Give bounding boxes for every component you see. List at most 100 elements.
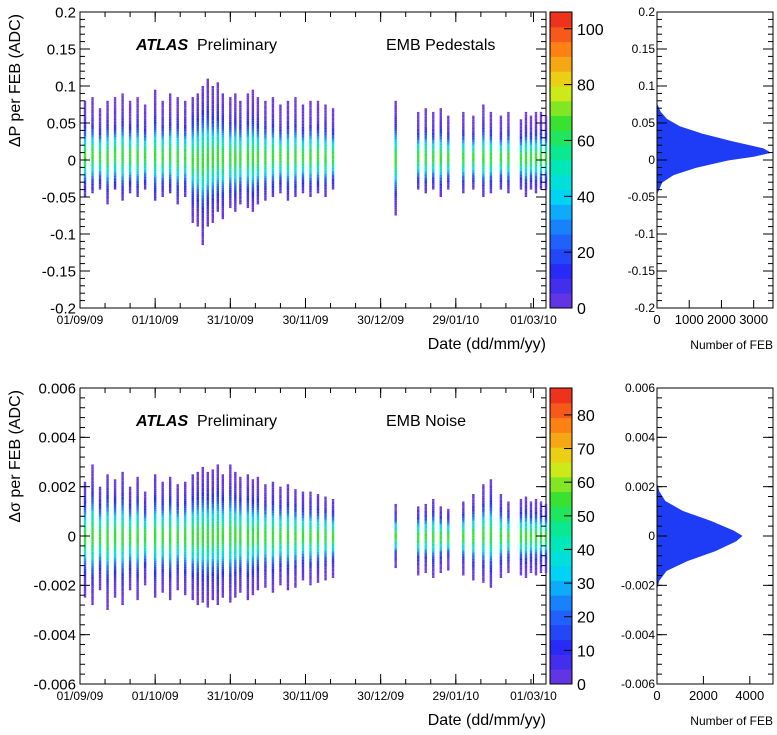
heatmap-cell — [221, 499, 225, 502]
heatmap-cell — [279, 138, 282, 141]
heatmap-cell — [191, 530, 194, 534]
heatmap-cell — [91, 151, 94, 154]
y-tick-label: 0.05 — [632, 116, 656, 130]
heatmap-cell — [216, 201, 219, 204]
heatmap-cell — [153, 536, 157, 539]
heatmap-cell — [229, 98, 232, 101]
heatmap-cell — [143, 554, 147, 556]
heatmap-cell — [168, 125, 172, 127]
heatmap-cell — [271, 165, 275, 168]
heatmap-cell — [271, 110, 275, 113]
heatmap-cell — [519, 148, 523, 150]
heatmap-cell — [136, 524, 139, 527]
heatmap-cell — [196, 527, 199, 530]
heatmap-cell — [439, 195, 442, 197]
heatmap-cell — [462, 164, 465, 167]
heatmap-cell — [191, 587, 194, 590]
heatmap-cell — [106, 557, 109, 561]
heatmap-cell — [201, 176, 204, 179]
heatmap-cell — [161, 572, 164, 575]
heatmap-cell — [113, 516, 117, 519]
heatmap-cell — [271, 105, 275, 108]
heatmap-cell — [106, 553, 109, 556]
heatmap-cell — [121, 502, 124, 506]
heatmap-cell — [264, 179, 267, 181]
heatmap-cell — [279, 120, 282, 123]
heatmap-cell — [294, 190, 297, 193]
heatmap-cell — [239, 143, 242, 146]
heatmap-cell — [524, 120, 528, 122]
heatmap-cell — [143, 125, 147, 128]
heatmap-cell — [539, 132, 543, 134]
heatmap-cell — [507, 167, 510, 169]
heatmap-cell — [221, 173, 225, 176]
heatmap-cell — [246, 206, 250, 209]
heatmap-cell — [256, 188, 260, 191]
heatmap-cell — [216, 121, 219, 124]
heatmap-cell — [98, 112, 102, 114]
heatmap-cell — [279, 122, 282, 124]
heatmap-cell — [128, 105, 132, 107]
heatmap-cell — [534, 156, 538, 159]
heatmap-cell — [544, 156, 548, 158]
heatmap-cell — [83, 547, 87, 550]
heatmap-cell — [519, 156, 523, 158]
heatmap-cell — [331, 151, 335, 153]
heatmap-cell — [206, 548, 209, 552]
heatmap-cell — [331, 152, 335, 155]
heatmap-cell — [98, 184, 102, 186]
heatmap-cell — [113, 568, 117, 571]
heatmap-cell — [301, 111, 305, 114]
heatmap-cell — [106, 116, 109, 119]
heatmap-cell — [524, 127, 528, 129]
heatmap-cell — [153, 496, 157, 499]
heatmap-cell — [264, 132, 267, 135]
heatmap-cell — [286, 149, 290, 151]
heatmap-cell — [229, 189, 232, 192]
heatmap-cell — [462, 117, 465, 119]
heatmap-cell — [417, 146, 420, 149]
heatmap-cell — [216, 598, 219, 601]
heatmap-cell — [256, 100, 260, 103]
heatmap-cell — [439, 145, 442, 147]
heatmap-cell — [184, 152, 187, 154]
heatmap-cell — [168, 513, 172, 516]
heatmap-cell — [168, 536, 172, 539]
heatmap-cell — [98, 564, 102, 567]
heatmap-cell — [286, 199, 290, 201]
heatmap-cell — [136, 593, 139, 597]
heatmap-cell — [143, 139, 147, 142]
heatmap-cell — [229, 119, 232, 122]
heatmap-cell — [176, 498, 179, 501]
heatmap-cell — [201, 523, 204, 526]
heatmap-cell — [279, 159, 282, 161]
run-strip — [121, 93, 124, 201]
heatmap-cell — [472, 166, 475, 168]
heatmap-cell — [246, 162, 250, 165]
heatmap-cell — [309, 116, 312, 119]
heatmap-cell — [136, 97, 139, 99]
heatmap-cell — [191, 476, 194, 479]
heatmap-cell — [153, 573, 157, 576]
heatmap-cell — [176, 127, 179, 130]
heatmap-cell — [424, 150, 427, 153]
heatmap-cell — [216, 140, 219, 143]
heatmap-cell — [121, 179, 124, 182]
heatmap-cell — [98, 166, 102, 168]
heatmap-cell — [529, 160, 533, 162]
heatmap-cell — [153, 492, 157, 495]
heatmap-cell — [153, 499, 157, 502]
heatmap-cell — [211, 578, 214, 581]
heatmap-cell — [264, 145, 267, 148]
heatmap-cell — [271, 113, 275, 116]
heatmap-cell — [176, 487, 179, 490]
heatmap-cell — [221, 529, 225, 532]
heatmap-cell — [106, 569, 109, 572]
heatmap-cell — [432, 175, 435, 177]
heatmap-cell — [524, 143, 528, 145]
heatmap-cell — [98, 157, 102, 159]
heatmap-cell — [309, 128, 312, 130]
heatmap-cell — [424, 140, 427, 143]
heatmap-cell — [121, 164, 124, 167]
heatmap-cell — [211, 140, 214, 144]
